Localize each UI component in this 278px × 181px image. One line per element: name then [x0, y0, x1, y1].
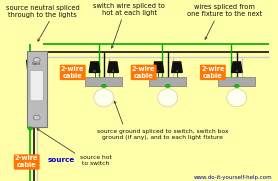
Text: Swit: Swit [32, 62, 41, 66]
Polygon shape [232, 62, 242, 72]
Ellipse shape [227, 89, 247, 107]
Polygon shape [108, 62, 118, 72]
Ellipse shape [158, 89, 178, 107]
Text: 2-wire
cable: 2-wire cable [201, 66, 225, 79]
Circle shape [165, 84, 170, 88]
Text: switch wire spliced to
hot at each light: switch wire spliced to hot at each light [93, 3, 165, 16]
Circle shape [234, 84, 239, 88]
Text: www.do-it-yourself-help.com: www.do-it-yourself-help.com [194, 175, 273, 180]
Text: 2-wire
cable: 2-wire cable [15, 155, 38, 169]
Circle shape [101, 84, 106, 88]
FancyBboxPatch shape [149, 77, 186, 86]
Ellipse shape [94, 89, 114, 107]
Bar [157, 70, 159, 72]
Text: source hot
to switch: source hot to switch [80, 155, 112, 166]
Polygon shape [153, 62, 164, 72]
Circle shape [33, 57, 40, 62]
Bar [236, 70, 238, 72]
Polygon shape [172, 62, 182, 72]
FancyBboxPatch shape [30, 70, 43, 101]
Polygon shape [89, 62, 100, 72]
Text: source: source [48, 157, 75, 163]
Bar [176, 70, 178, 72]
FancyBboxPatch shape [218, 77, 255, 86]
Text: source ground spliced to switch, switch box
ground (if any), and to each light f: source ground spliced to switch, switch … [96, 129, 228, 140]
Text: source neutral spliced
through to the lights: source neutral spliced through to the li… [6, 5, 80, 18]
Text: wires spliced from
one fixture to the next: wires spliced from one fixture to the ne… [187, 4, 262, 17]
Bar [93, 70, 96, 72]
FancyBboxPatch shape [27, 51, 47, 127]
Circle shape [28, 127, 33, 130]
Bar [112, 70, 114, 72]
Circle shape [33, 115, 40, 120]
Text: 2-wire
cable: 2-wire cable [61, 66, 85, 79]
Text: 2-wire
cable: 2-wire cable [132, 66, 155, 79]
FancyBboxPatch shape [85, 77, 122, 86]
